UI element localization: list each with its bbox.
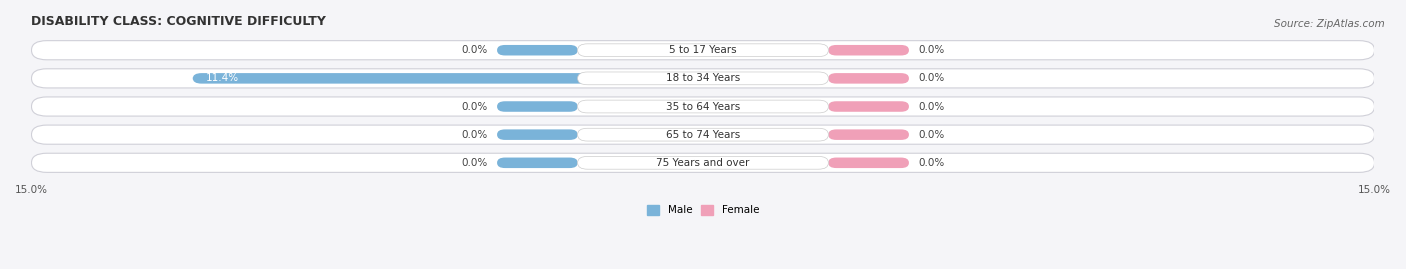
FancyBboxPatch shape	[498, 45, 578, 55]
FancyBboxPatch shape	[828, 129, 908, 140]
FancyBboxPatch shape	[828, 73, 908, 84]
FancyBboxPatch shape	[31, 41, 1375, 60]
Text: DISABILITY CLASS: COGNITIVE DIFFICULTY: DISABILITY CLASS: COGNITIVE DIFFICULTY	[31, 15, 326, 28]
Text: 0.0%: 0.0%	[918, 45, 945, 55]
Text: 5 to 17 Years: 5 to 17 Years	[669, 45, 737, 55]
Text: 0.0%: 0.0%	[918, 73, 945, 83]
FancyBboxPatch shape	[828, 101, 908, 112]
FancyBboxPatch shape	[578, 128, 828, 141]
FancyBboxPatch shape	[498, 129, 578, 140]
Text: 65 to 74 Years: 65 to 74 Years	[666, 130, 740, 140]
FancyBboxPatch shape	[193, 73, 703, 84]
FancyBboxPatch shape	[578, 72, 828, 85]
Text: 0.0%: 0.0%	[461, 45, 488, 55]
Text: 18 to 34 Years: 18 to 34 Years	[666, 73, 740, 83]
Text: 0.0%: 0.0%	[918, 158, 945, 168]
Text: 0.0%: 0.0%	[918, 101, 945, 112]
FancyBboxPatch shape	[578, 44, 828, 56]
FancyBboxPatch shape	[31, 125, 1375, 144]
FancyBboxPatch shape	[31, 153, 1375, 172]
Text: 75 Years and over: 75 Years and over	[657, 158, 749, 168]
FancyBboxPatch shape	[828, 158, 908, 168]
Text: 0.0%: 0.0%	[461, 158, 488, 168]
FancyBboxPatch shape	[578, 156, 828, 169]
Text: 0.0%: 0.0%	[461, 101, 488, 112]
Text: 0.0%: 0.0%	[461, 130, 488, 140]
FancyBboxPatch shape	[31, 97, 1375, 116]
Text: 0.0%: 0.0%	[918, 130, 945, 140]
FancyBboxPatch shape	[498, 101, 578, 112]
Text: Source: ZipAtlas.com: Source: ZipAtlas.com	[1274, 19, 1385, 29]
FancyBboxPatch shape	[498, 158, 578, 168]
FancyBboxPatch shape	[31, 69, 1375, 88]
Text: 11.4%: 11.4%	[207, 73, 239, 83]
Text: 35 to 64 Years: 35 to 64 Years	[666, 101, 740, 112]
Legend: Male, Female: Male, Female	[647, 205, 759, 215]
FancyBboxPatch shape	[828, 45, 908, 55]
FancyBboxPatch shape	[578, 100, 828, 113]
